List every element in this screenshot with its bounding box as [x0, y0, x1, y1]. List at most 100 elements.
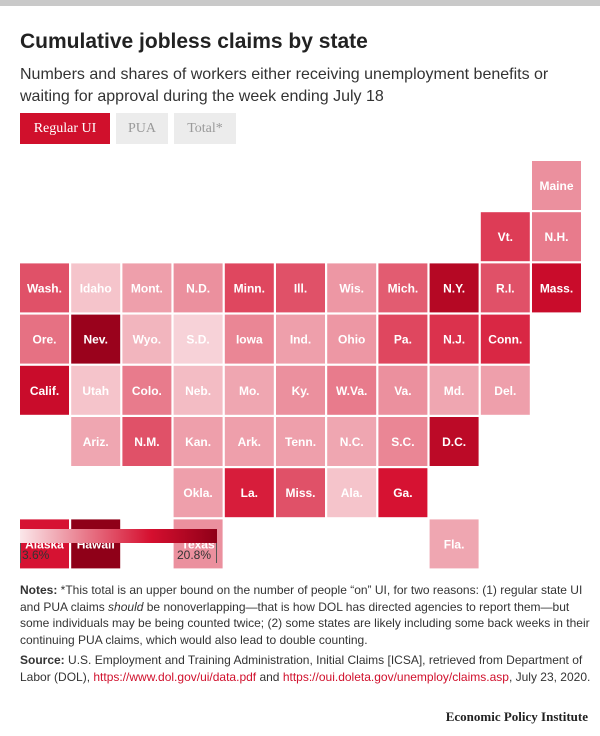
state-tile-fill [480, 365, 530, 415]
state-tile-label: R.I. [496, 281, 515, 295]
state-tile[interactable]: Md. [429, 365, 479, 415]
state-tile[interactable]: Neb. [173, 365, 223, 415]
state-tile[interactable]: Ariz. [71, 417, 121, 466]
source-text-b: and [256, 669, 283, 684]
state-tile-label: Vt. [498, 230, 513, 244]
notes-text-a: *This total is an upper bound on the num… [20, 583, 583, 614]
source-link-dol[interactable]: https://www.dol.gov/ui/data.pdf [93, 669, 257, 684]
source-link-oui[interactable]: https://oui.doleta.gov/unemploy/claims.a… [282, 669, 509, 684]
state-tile[interactable]: Wyo. [122, 314, 172, 364]
state-tile[interactable]: Ohio [327, 314, 377, 364]
state-tile[interactable]: Ind. [276, 314, 325, 364]
state-tile[interactable]: R.I. [480, 263, 530, 313]
state-tile-fill [532, 161, 581, 210]
state-tile-fill [122, 365, 172, 415]
state-tile-label: N.C. [340, 435, 364, 449]
state-tile[interactable]: Vt. [480, 212, 530, 262]
state-tile-label: Okla. [183, 486, 212, 500]
state-tile[interactable]: La. [224, 468, 274, 518]
state-tile-label: Iowa [236, 333, 263, 347]
state-tile[interactable]: Kan. [173, 417, 223, 466]
state-tile[interactable]: Mich. [378, 263, 428, 313]
state-tile[interactable]: Okla. [173, 468, 223, 518]
notes-text-emphasis: should [108, 599, 144, 614]
state-tile[interactable]: N.D. [173, 263, 223, 313]
state-tile[interactable]: Colo. [122, 365, 172, 415]
source: Source: U.S. Employment and Training Adm… [20, 652, 592, 685]
state-tile[interactable]: Va. [378, 365, 428, 415]
state-tile-fill [532, 263, 581, 313]
state-tile[interactable]: Ky. [276, 365, 325, 415]
state-tile[interactable]: Maine [532, 161, 581, 210]
state-tile-fill [429, 314, 479, 364]
state-tile[interactable]: Calif. [20, 365, 69, 415]
state-tile[interactable]: N.M. [122, 417, 172, 466]
state-tile[interactable]: Utah [71, 365, 121, 415]
state-tile-label: Conn. [488, 333, 522, 347]
state-tile-fill [20, 365, 69, 415]
chart-subtitle: Numbers and shares of workers either rec… [20, 66, 549, 105]
state-tile[interactable]: Mont. [122, 263, 172, 313]
state-tile-fill [71, 365, 121, 415]
legend-gradient [20, 529, 217, 543]
state-tile[interactable]: D.C. [429, 417, 479, 466]
state-tile[interactable]: Fla. [429, 519, 479, 569]
state-tile-label: Neb. [185, 384, 211, 398]
state-tile[interactable]: N.J. [429, 314, 479, 364]
state-tile-fill [378, 263, 428, 313]
legend-ticks [20, 543, 217, 563]
tab-total[interactable]: Total* [174, 113, 236, 144]
state-tile-fill [173, 519, 223, 569]
state-tile-fill [429, 263, 479, 313]
state-tile[interactable]: Ga. [378, 468, 428, 518]
legend-max-label: 20.8% [177, 548, 212, 562]
state-tile[interactable]: Mo. [224, 365, 274, 415]
state-tile-fill [429, 417, 479, 466]
state-tile[interactable]: Nev. [71, 314, 121, 364]
state-tile-label: Minn. [234, 281, 265, 295]
state-tile-label: Ga. [393, 486, 412, 500]
state-tile-fill [173, 468, 223, 518]
source-text-c: , July 23, 2020. [508, 669, 591, 684]
tab-pua[interactable]: PUA [116, 113, 168, 144]
state-tile-fill [122, 263, 172, 313]
state-tile-label: Ind. [290, 333, 311, 347]
state-tile-label: D.C. [442, 435, 466, 449]
state-tile-fill [429, 519, 479, 569]
state-tile[interactable]: Mass. [532, 263, 581, 313]
state-tile-label: Tenn. [285, 435, 316, 449]
state-tile-label: Utah [82, 384, 109, 398]
state-tile[interactable]: Miss. [276, 468, 325, 518]
state-tile[interactable]: S.D. [173, 314, 223, 364]
source-text-a: U.S. Employment and Training Administrat… [20, 653, 583, 684]
state-tile[interactable]: N.Y. [429, 263, 479, 313]
state-tile[interactable]: Minn. [224, 263, 274, 313]
state-tile[interactable]: Idaho [71, 263, 121, 313]
state-tile[interactable]: Iowa [224, 314, 274, 364]
state-tile-label: Mich. [388, 281, 419, 295]
state-tile-label: Wis. [339, 281, 364, 295]
state-tile[interactable]: Del. [480, 365, 530, 415]
state-tile[interactable]: Tenn. [276, 417, 325, 466]
tab-regular-ui[interactable]: Regular UI [20, 113, 110, 144]
state-tile[interactable]: Wash. [20, 263, 69, 313]
state-tile[interactable]: Ore. [20, 314, 69, 364]
state-tile-fill [224, 365, 274, 415]
state-tile[interactable]: Pa. [378, 314, 428, 364]
state-tile-label: W.Va. [336, 384, 367, 398]
state-tile[interactable]: Ark. [224, 417, 274, 466]
state-tile[interactable]: S.C. [378, 417, 428, 466]
state-tile[interactable]: N.H. [532, 212, 581, 262]
state-tile[interactable]: Ala. [327, 468, 377, 518]
state-tile-label: Ore. [32, 333, 56, 347]
state-tile-fill [480, 314, 530, 364]
state-tile[interactable]: N.C. [327, 417, 377, 466]
state-tile-label: Va. [394, 384, 411, 398]
state-tile[interactable]: W.Va. [327, 365, 377, 415]
state-tile[interactable]: Wis. [327, 263, 377, 313]
state-tile-label: N.H. [545, 230, 569, 244]
state-tile-fill [429, 365, 479, 415]
state-tile[interactable]: Ill. [276, 263, 325, 313]
state-tile[interactable]: Conn. [480, 314, 530, 364]
top-rule [0, 0, 600, 6]
